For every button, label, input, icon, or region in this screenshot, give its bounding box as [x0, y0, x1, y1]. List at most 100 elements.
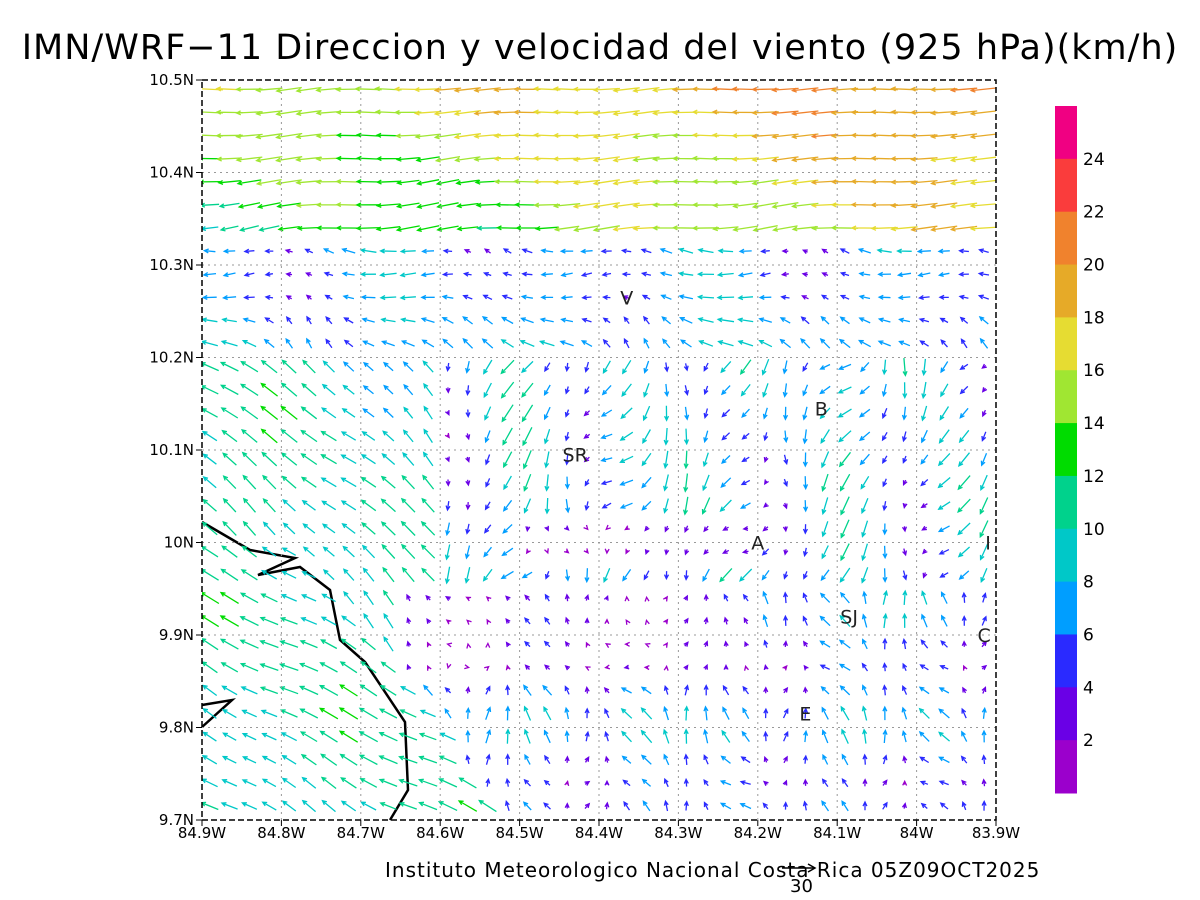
wind-vector	[275, 109, 303, 117]
wind-vector	[306, 337, 313, 349]
wind-vector	[683, 753, 689, 765]
wind-vector	[782, 383, 788, 398]
wind-vector	[263, 338, 275, 349]
wind-vector	[803, 500, 809, 513]
wind-vector	[502, 499, 513, 512]
wind-vector	[341, 522, 356, 534]
x-axis-ticks: 84.9W 84.8W 84.7W 84.6W 84.5W 84.4W 84.3W 84.2W…	[178, 820, 1020, 842]
wind-vector	[604, 755, 610, 763]
wind-vector	[438, 755, 457, 765]
wind-vector	[938, 731, 951, 742]
wind-vector	[819, 407, 831, 420]
wind-vector	[716, 317, 735, 323]
wind-vector	[930, 225, 958, 232]
wind-vector	[222, 497, 237, 513]
wind-vector	[620, 687, 632, 694]
wind-vector	[612, 132, 640, 140]
wind-vector	[961, 640, 967, 647]
wind-vector	[957, 498, 971, 513]
wind-vector	[299, 662, 319, 672]
wind-vector	[502, 271, 512, 277]
wind-vector	[418, 801, 438, 811]
wind-vector	[802, 592, 808, 603]
wind-vector	[521, 382, 534, 398]
wind-vector	[358, 707, 378, 720]
wind-vector	[592, 225, 620, 233]
x-tick-label: 84.4W	[575, 824, 623, 842]
wind-vector	[235, 133, 263, 139]
wind-vector	[453, 110, 481, 117]
wind-vector	[717, 248, 734, 254]
wind-vector	[241, 756, 257, 764]
wind-vector	[564, 386, 570, 395]
wind-vector	[362, 408, 375, 418]
wind-vector	[276, 202, 302, 209]
wind-vector	[501, 547, 514, 557]
wind-vector	[237, 202, 261, 209]
wind-vector	[603, 567, 611, 583]
wind-vector	[361, 431, 376, 441]
wind-vector	[280, 428, 298, 443]
wind-vector	[465, 360, 471, 374]
wind-vector	[921, 525, 928, 531]
wind-vector	[584, 707, 590, 719]
wind-vector	[241, 545, 257, 558]
wind-vector	[321, 383, 336, 396]
wind-vector	[619, 502, 633, 509]
wind-vector	[902, 662, 908, 671]
wind-vector	[683, 473, 689, 493]
wind-vector	[940, 591, 948, 604]
wind-vector	[622, 569, 632, 582]
wind-vector	[281, 475, 297, 489]
wind-vector	[820, 429, 830, 444]
wind-vector	[802, 778, 809, 786]
wind-vector	[719, 499, 732, 513]
wind-vector	[306, 315, 312, 325]
wind-vector	[783, 406, 789, 421]
wind-vector	[260, 405, 279, 421]
wind-vector	[703, 362, 709, 372]
wind-vector	[301, 776, 317, 789]
wind-vector	[602, 317, 611, 324]
wind-vector	[261, 546, 277, 557]
wind-vector	[335, 132, 361, 138]
wind-vector	[703, 549, 709, 555]
wind-vector	[957, 452, 971, 467]
wind-vector	[502, 451, 513, 469]
wind-vector	[661, 316, 672, 325]
wind-vector	[255, 133, 283, 140]
wind-vector	[601, 502, 612, 509]
wind-vector	[921, 358, 927, 377]
wind-vector	[897, 295, 911, 301]
wind-vector	[736, 317, 754, 323]
wind-vector	[882, 684, 888, 696]
wind-vector	[763, 502, 769, 508]
wind-vector	[959, 385, 969, 395]
wind-vector	[719, 567, 733, 583]
wind-vector	[938, 429, 950, 444]
wind-vector	[720, 477, 732, 488]
wind-vector	[881, 408, 888, 420]
wind-vector	[981, 431, 987, 442]
wind-vector	[202, 568, 219, 581]
y-tick-label: 10.4N	[149, 164, 194, 182]
wind-vector	[322, 248, 335, 254]
wind-vector	[919, 664, 929, 671]
color-bar-label: 4	[1083, 678, 1094, 698]
wind-vector	[877, 340, 891, 347]
wind-vector	[620, 248, 632, 254]
wind-vector	[416, 179, 440, 186]
wind-vector	[929, 133, 958, 139]
wind-vector	[605, 524, 611, 531]
wind-vector	[981, 363, 987, 369]
wind-vector	[592, 202, 620, 209]
wind-vector	[300, 406, 318, 420]
wind-vector	[437, 801, 458, 811]
wind-vector	[239, 592, 259, 604]
wind-vector	[262, 497, 276, 513]
wind-vector	[395, 156, 420, 162]
wind-vector	[902, 502, 908, 509]
wind-vector	[782, 664, 788, 671]
wind-vector	[838, 430, 852, 443]
